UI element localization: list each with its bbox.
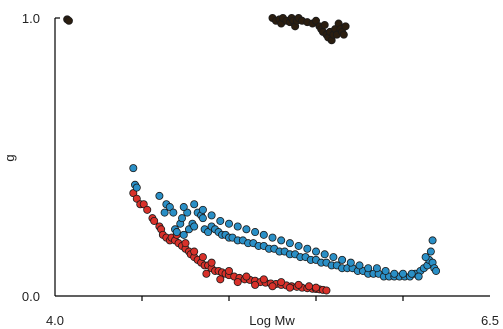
data-point (414, 272, 423, 281)
data-point (172, 228, 181, 237)
x-tick-label: 6.5 (481, 313, 499, 328)
data-point (398, 269, 407, 278)
data-point (268, 282, 277, 291)
data-point (294, 280, 303, 289)
data-point (320, 250, 329, 259)
data-point (64, 16, 73, 25)
data-point (242, 225, 251, 234)
data-point (390, 269, 399, 278)
data-point (178, 214, 187, 223)
y-axis-label: g (2, 154, 17, 161)
data-points (63, 13, 441, 295)
data-point (143, 205, 152, 214)
data-point (259, 230, 268, 239)
data-point (277, 236, 286, 245)
x-tick-labels: 4.0 6.5 (46, 313, 499, 328)
data-point (364, 264, 373, 273)
data-point (285, 239, 294, 248)
data-point (355, 261, 364, 270)
data-point (132, 183, 141, 192)
y-tick-labels: 0.0 1.0 (22, 11, 40, 304)
data-point (329, 253, 338, 262)
x-tick-label: 4.0 (46, 313, 64, 328)
data-point (294, 241, 303, 250)
data-point (169, 208, 178, 217)
data-point (216, 216, 225, 225)
data-point (150, 216, 159, 225)
data-point (233, 222, 242, 231)
data-point (179, 230, 188, 239)
data-point (268, 233, 277, 242)
data-point (421, 253, 430, 262)
data-point (216, 275, 225, 284)
data-point (198, 253, 207, 262)
data-point (277, 278, 286, 287)
data-point (407, 269, 416, 278)
data-point (428, 236, 437, 245)
data-point (372, 264, 381, 273)
data-point (305, 282, 314, 291)
data-point (251, 228, 260, 237)
x-ticks (141, 296, 404, 301)
data-point (311, 247, 320, 256)
data-point (160, 208, 169, 217)
data-point (339, 30, 348, 39)
data-point (381, 266, 390, 275)
data-point (190, 200, 199, 209)
data-point (338, 255, 347, 264)
data-point (303, 244, 312, 253)
data-point (129, 164, 138, 173)
data-point (426, 247, 435, 256)
data-point (202, 269, 211, 278)
data-point (181, 239, 190, 248)
data-point (242, 272, 251, 281)
data-point (207, 211, 216, 220)
y-tick-label: 1.0 (22, 11, 40, 26)
data-point (224, 266, 233, 275)
x-axis-label: Log Mw (249, 313, 295, 328)
data-point (259, 275, 268, 284)
data-point (198, 205, 207, 214)
data-point (190, 222, 199, 231)
y-tick-label: 0.0 (22, 289, 40, 304)
data-point (224, 219, 233, 228)
data-point (285, 283, 294, 292)
data-point (207, 258, 216, 267)
data-point (320, 20, 329, 29)
data-point (190, 247, 199, 256)
data-point (233, 278, 242, 287)
data-point (179, 203, 188, 212)
data-point (155, 191, 164, 200)
data-point (341, 22, 350, 31)
data-point (198, 214, 207, 223)
data-point (322, 286, 331, 295)
data-point (432, 266, 441, 275)
data-point (251, 280, 260, 289)
data-point (346, 258, 355, 267)
axes (54, 17, 490, 297)
data-point (311, 283, 320, 292)
